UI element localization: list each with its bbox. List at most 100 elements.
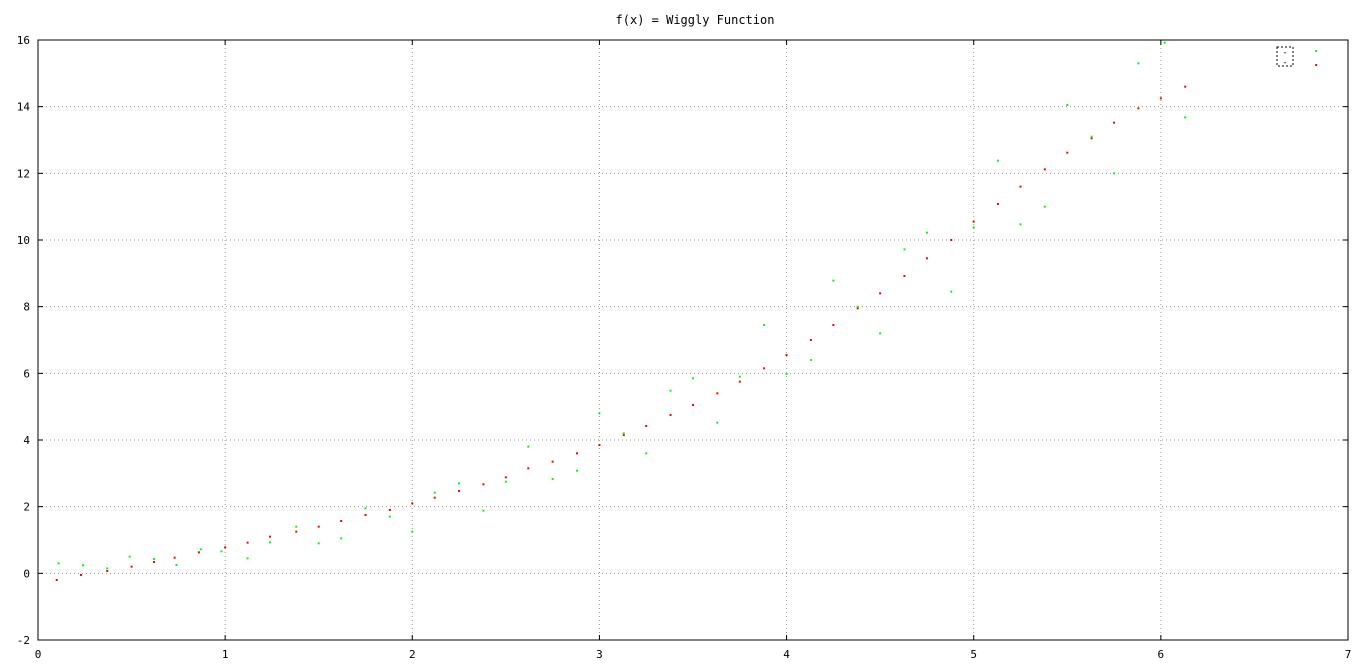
data-point-series-2 [527,445,530,448]
data-point-series-1 [997,203,1000,205]
data-point-series-1 [1019,185,1022,188]
y-tick-label: 2 [23,501,30,514]
data-point-series-1 [504,476,507,479]
data-point-series-1 [669,414,672,416]
chart-title: f(x) = Wiggly Function [616,13,775,27]
data-point-series-1 [340,520,343,522]
data-point-series-2 [692,377,694,380]
data-point-series-1 [856,307,859,310]
data-point-series-2 [622,432,625,435]
data-point-series-2 [997,159,1000,162]
data-point-series-2 [411,530,414,533]
y-tick-label: -2 [17,634,30,647]
data-point-series-2 [950,290,953,293]
x-tick-label: 6 [1158,648,1165,661]
data-point-series-2 [128,555,131,558]
data-point-series-2 [1137,62,1140,65]
data-point-series-2 [1113,172,1116,175]
data-point-series-1 [55,579,58,581]
data-point-series-1 [551,460,554,463]
data-point-series-2 [295,525,298,528]
data-point-series-1 [433,496,436,499]
data-point-series-1 [832,324,835,326]
y-tick-label: 0 [23,567,30,580]
x-tick-label: 2 [409,648,416,661]
data-point-series-1 [80,574,83,576]
data-point-series-1 [738,380,741,383]
x-tick-label: 7 [1345,648,1352,661]
data-point-series-2 [1315,50,1318,52]
legend: - - [1276,46,1294,68]
data-point-series-1 [246,541,249,544]
data-point-series-1 [458,490,461,492]
data-point-series-2 [317,542,320,545]
data-point-series-2 [220,550,223,553]
y-tick-label: 6 [23,367,30,380]
data-point-series-1 [269,535,272,538]
data-point-series-1 [716,392,719,395]
grid-layer [38,40,1348,640]
y-tick-label: 14 [17,101,31,114]
data-point-series-1 [785,354,788,356]
data-point-series-2 [809,359,812,361]
data-point-series-2 [106,567,109,570]
data-point-series-1 [1090,137,1093,140]
legend-glyph-top: - [1282,48,1287,58]
data-point-series-2 [903,248,906,251]
data-point-series-2 [340,537,343,540]
data-point-series-2 [388,515,391,518]
data-point-series-2 [879,332,882,335]
x-tick-label: 4 [783,648,790,661]
data-point-series-2 [763,324,766,326]
data-point-series-2 [598,412,601,415]
data-point-series-1 [411,502,414,505]
x-tick-label: 1 [222,648,229,661]
data-point-series-2 [199,548,202,551]
data-point-series-2 [81,564,84,567]
data-point-series-1 [950,239,953,241]
data-point-series-1 [197,551,200,554]
data-point-series-1 [173,556,176,559]
data-point-series-1 [879,292,882,295]
data-point-series-2 [269,541,272,544]
data-point-series-2 [785,373,788,375]
data-point-series-1 [903,275,906,277]
data-point-series-2 [575,469,578,472]
data-point-series-2 [57,562,60,565]
data-point-series-1 [1137,107,1140,110]
data-point-series-2 [364,507,367,510]
data-point-series-1 [622,434,625,436]
data-point-series-2 [1090,135,1093,138]
x-tick-label: 3 [596,648,603,661]
data-point-series-2 [1163,41,1166,44]
y-tick-label: 12 [17,167,30,180]
data-point-series-1 [1184,85,1187,88]
data-point-series-2 [925,231,928,234]
data-point-series-2 [1066,104,1069,106]
data-point-series-1 [527,467,530,470]
data-point-series-2 [175,564,178,566]
data-point-series-1 [925,257,928,260]
plot-frame [37,39,1349,641]
data-point-series-2 [1019,223,1022,226]
data-point-series-2 [246,557,249,560]
y-tick-label: 8 [23,301,30,314]
data-point-series-2 [738,375,741,378]
data-point-series-2 [153,558,156,560]
data-point-series-2 [458,482,461,485]
data-point-series-1 [364,514,367,516]
data-point-series-1 [1113,121,1116,124]
data-point-series-1 [224,546,227,549]
data-point-series-2 [856,305,859,308]
data-point-series-1 [130,565,133,568]
data-point-series-1 [1043,168,1046,171]
data-point-series-1 [482,483,485,486]
x-tick-label: 5 [970,648,977,661]
data-point-series-1 [575,452,578,455]
data-point-series-2 [972,226,975,229]
data-point-series-2 [832,279,835,282]
y-tick-label: 16 [17,34,30,47]
